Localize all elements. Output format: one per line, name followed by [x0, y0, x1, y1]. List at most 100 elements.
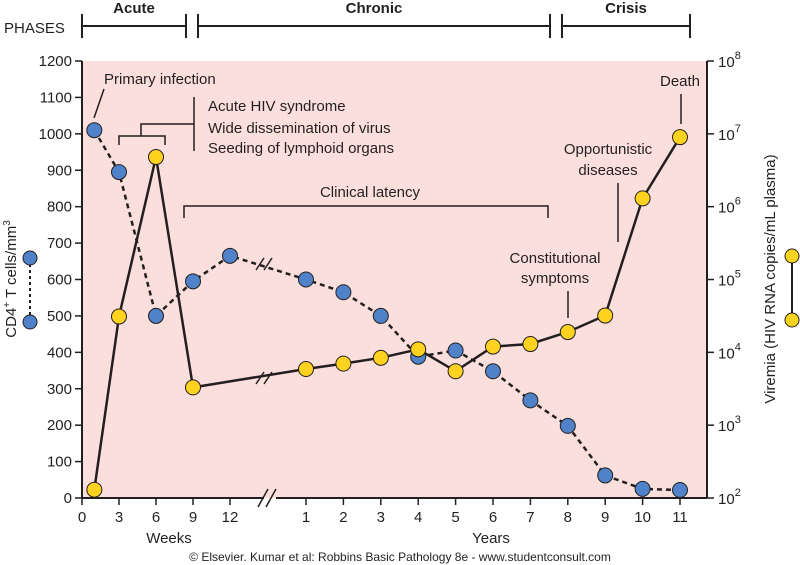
data-point-viremia: [485, 338, 501, 355]
y-left-tick-label: 1100: [40, 89, 72, 106]
x-tick-label-weeks: 9: [189, 509, 197, 526]
data-point-cd4: [298, 271, 314, 288]
annotation-primary-infection-text: Primary infection: [104, 71, 216, 88]
annotation-acute-line-1: Acute HIV syndrome: [208, 98, 346, 115]
y-left-ticks: 0 100 200 300 400 500 600 700 800 900 1000 1100 1200: [39, 53, 82, 507]
data-point-cd4: [672, 481, 688, 498]
viremia-legend: [784, 248, 800, 328]
annotation-death-text: Death: [660, 73, 700, 90]
x-tick-label-weeks: 6: [152, 509, 160, 526]
y-left-tick-label: 600: [47, 272, 72, 289]
data-point-viremia: [372, 349, 389, 366]
phase-bar-chronic: [197, 14, 551, 38]
x-tick-label-years: 6: [489, 509, 497, 526]
y-left-tick-label: 300: [47, 381, 72, 398]
annotation-constitutional: Constitutional symptoms: [510, 250, 601, 318]
data-point-viremia: [522, 336, 539, 353]
phase-label-chronic: Chronic: [346, 0, 403, 17]
y-left-tick-label: 200: [47, 417, 72, 434]
series-breaks: [255, 257, 273, 385]
y-left-tick-label: 500: [47, 308, 72, 325]
x-tick-label-weeks: 3: [115, 509, 123, 526]
data-point-viremia: [111, 308, 127, 325]
x-axis-break: [257, 488, 277, 508]
x-label-weeks: Weeks: [146, 530, 192, 547]
phase-label-crisis: Crisis: [605, 0, 647, 17]
data-point-cd4: [597, 467, 614, 484]
annotation-primary-infection: Primary infection: [93, 71, 216, 119]
data-point-viremia: [335, 355, 352, 372]
y-label-right: Viremia (HIV RNA copies/mL plasma): [762, 154, 779, 403]
x-ticks: 0 3 6 9 12 1 2 3 4 5 6 7 8 9 10 11: [78, 498, 688, 526]
x-tick-label-years: 7: [526, 509, 534, 526]
data-point-viremia: [447, 363, 464, 380]
phases-header: PHASES: [4, 20, 65, 37]
y-left-tick-label: 700: [47, 235, 72, 252]
y-right-tick-label: 106: [718, 196, 741, 217]
annotation-acute-line-3: Seeding of lymphoid organs: [208, 140, 394, 157]
x-tick-label-years: 3: [377, 509, 385, 526]
data-point-cd4: [485, 363, 501, 380]
data-point-cd4: [522, 392, 539, 409]
data-point-cd4: [111, 164, 127, 181]
y-left-tick-label: 1200: [39, 53, 72, 70]
y-left-tick-label: 900: [47, 162, 72, 179]
x-tick-label-years: 2: [339, 509, 347, 526]
annotation-opportunistic-line-2: diseases: [578, 162, 637, 179]
y-right-ticks: 102 103 104 105 106 107 108: [707, 50, 741, 508]
data-point-cd4: [634, 480, 651, 497]
series-line-cd4: [93, 129, 681, 492]
y-right-tick-label: 107: [718, 123, 741, 144]
y-right-tick-label: 102: [718, 487, 741, 508]
data-point-cd4: [447, 342, 464, 359]
annotation-constitutional-line-1: Constitutional: [510, 250, 601, 267]
phase-bar-acute: [81, 14, 187, 38]
y-left-tick-label: 400: [47, 344, 72, 361]
cd4-legend: [22, 250, 38, 330]
y-left-tick-label: 0: [64, 490, 72, 507]
annotation-opportunistic: Opportunistic diseases: [564, 141, 653, 242]
x-tick-label-years: 4: [414, 509, 422, 526]
annotation-opportunistic-line-1: Opportunistic: [564, 141, 653, 158]
data-point-cd4: [335, 284, 352, 301]
annotation-acute-line-2: Wide dissemination of virus: [208, 120, 391, 137]
data-point-viremia: [597, 307, 614, 324]
annotation-clinical-latency: Clinical latency: [183, 184, 549, 218]
annotation-clinical-latency-text: Clinical latency: [320, 184, 421, 201]
x-tick-label-weeks: 0: [78, 509, 86, 526]
data-point-viremia: [185, 379, 201, 396]
data-point-viremia: [559, 324, 576, 341]
series-points: [86, 122, 688, 498]
y-label-left: CD4+ T cells/mm3: [2, 220, 20, 338]
x-tick-label-weeks: 12: [222, 509, 239, 526]
data-point-cd4: [559, 417, 576, 434]
y-right-tick-label: 104: [718, 341, 741, 362]
y-right-tick-label: 108: [718, 50, 741, 71]
data-point-cd4: [148, 307, 164, 324]
data-point-cd4: [185, 273, 201, 290]
copyright: © Elsevier. Kumar et al: Robbins Basic P…: [189, 550, 611, 564]
x-tick-label-years: 8: [564, 509, 572, 526]
data-point-viremia: [298, 361, 314, 378]
data-point-cd4: [372, 307, 389, 324]
x-tick-label-years: 5: [451, 509, 459, 526]
data-point-viremia: [86, 481, 103, 498]
y-right-tick-label: 103: [718, 414, 741, 435]
data-point-viremia: [148, 149, 164, 166]
phase-label-acute: Acute: [113, 0, 155, 17]
phase-bar-crisis: [561, 14, 691, 38]
data-point-cd4: [86, 122, 103, 139]
annotation-constitutional-line-2: symptoms: [521, 270, 589, 287]
y-right-tick-label: 105: [718, 269, 741, 290]
annotation-death: Death: [660, 73, 700, 124]
data-point-cd4: [222, 247, 238, 264]
y-left-tick-label: 100: [47, 454, 72, 471]
y-left-tick-label: 800: [47, 199, 72, 216]
data-point-viremia: [634, 190, 651, 207]
x-tick-label-years: 9: [601, 509, 609, 526]
y-left-tick-label: 1000: [39, 126, 72, 143]
annotation-acute-bracket: Acute HIV syndrome Wide dissemination of…: [118, 97, 394, 157]
data-point-viremia: [672, 129, 688, 146]
